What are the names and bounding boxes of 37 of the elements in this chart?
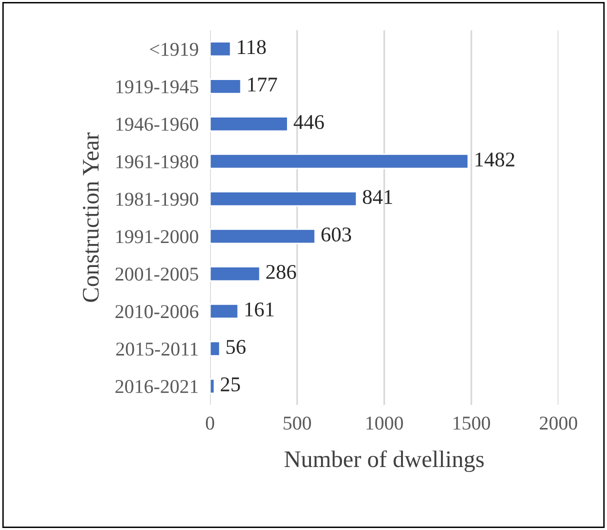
x-tick-label: 2000 xyxy=(540,416,578,430)
y-tick-label: 2016-2021 xyxy=(116,380,198,394)
bar xyxy=(210,340,220,357)
x-tick-label: 1500 xyxy=(454,416,490,430)
data-label: 286 xyxy=(266,264,296,279)
data-label: 25 xyxy=(220,377,240,392)
y-tick-label: 2015-2011 xyxy=(116,342,198,356)
data-label: 56 xyxy=(226,340,246,354)
y-tick-label: 1919-1945 xyxy=(116,80,198,94)
x-tick-label: 0 xyxy=(206,416,214,430)
y-tick-label: 2010-2006 xyxy=(116,305,198,318)
y-tick-label: 1981-1990 xyxy=(116,192,198,206)
bar xyxy=(210,378,216,394)
y-tick-label: 1946-1960 xyxy=(116,118,198,131)
x-tick-label: 500 xyxy=(284,416,311,430)
bar xyxy=(210,116,288,132)
data-label: 177 xyxy=(248,78,278,92)
x-tick-label: 1000 xyxy=(366,416,403,430)
data-label: 161 xyxy=(245,302,274,316)
bar xyxy=(210,41,232,57)
data-label: 1482 xyxy=(476,152,514,167)
data-label: 118 xyxy=(238,40,266,54)
data-label: 603 xyxy=(322,227,352,242)
data-label: 446 xyxy=(294,115,324,130)
y-tick-label: 1961-1980 xyxy=(116,155,198,168)
y-tick-label: <1919 xyxy=(150,42,198,56)
bar xyxy=(210,228,316,244)
bar xyxy=(210,303,239,320)
y-tick-label: 2001-2005 xyxy=(116,268,198,281)
x-axis-title: Number of dwellings xyxy=(284,450,484,472)
bar xyxy=(210,266,261,282)
bar xyxy=(210,78,242,94)
bar xyxy=(210,191,358,207)
y-tick-label: 1991-2000 xyxy=(116,230,198,244)
y-axis-title: Construction Year xyxy=(82,132,99,302)
data-label: 841 xyxy=(362,190,392,204)
bar xyxy=(210,154,469,170)
